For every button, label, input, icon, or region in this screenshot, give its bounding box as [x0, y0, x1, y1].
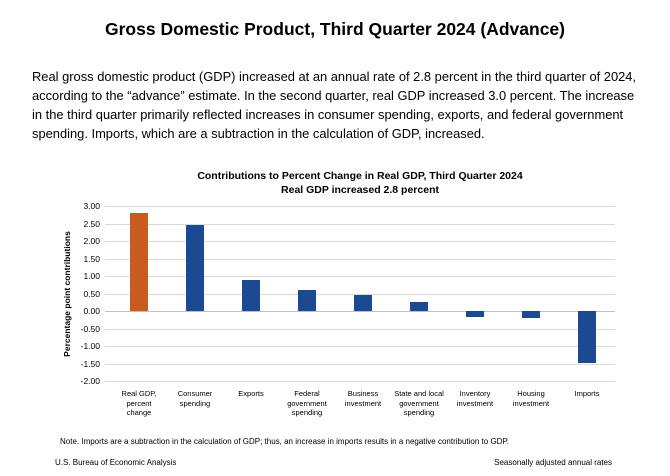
intro-paragraph: Real gross domestic product (GDP) increa…: [32, 69, 637, 141]
x-axis-labels: Real GDP, percent change Consumer spendin…: [105, 389, 615, 431]
x-axis-label: Exports: [238, 389, 264, 398]
x-axis-label: Imports: [574, 389, 600, 398]
x-axis-label: Housing investment: [512, 389, 550, 408]
gridline: [105, 223, 615, 225]
chart-note: Note. Imports are a subtraction in the c…: [60, 437, 509, 446]
gridline: [105, 328, 615, 330]
y-tick-label: 3.00: [83, 201, 100, 211]
y-tick-label: 0.50: [83, 288, 100, 299]
y-tick-label: -1.00: [80, 341, 100, 351]
x-axis-label: Federal government spending: [287, 389, 327, 417]
bar-2: [186, 224, 204, 311]
bar-8: [522, 311, 540, 319]
chart-title: Contributions to Percent Change in Real …: [197, 170, 523, 182]
y-tick-label: 1.00: [83, 271, 100, 281]
x-axis-label: Business investment: [344, 389, 382, 408]
y-tick-label: -0.50: [80, 323, 100, 334]
x-axis-label: Inventory investment: [456, 389, 494, 408]
chart-subtitle: Real GDP increased 2.8 percent: [281, 183, 439, 196]
gridline: [105, 363, 615, 365]
y-tick-labels: 3.00 2.50 2.00 1.50 1.00 0.50 0.00 -0.50 -1.00 -1…: [58, 201, 100, 386]
gridline: [105, 258, 615, 260]
bar-9: [578, 311, 596, 364]
source-label: U.S. Bureau of Economic Analysis: [55, 458, 177, 467]
y-tick-label: -1.50: [80, 358, 100, 369]
gridline: [105, 241, 615, 242]
bar-3: [242, 279, 260, 311]
y-tick-label: -2.00: [80, 376, 100, 386]
x-axis-label: Consumer spending: [177, 389, 213, 408]
y-tick-label: 0.00: [83, 306, 100, 316]
y-tick-label: 1.50: [83, 253, 100, 264]
page-title: Gross Domestic Product, Third Quarter 20…: [105, 19, 565, 39]
bar-4: [298, 290, 316, 311]
gridline: [105, 346, 615, 347]
bar-5: [354, 294, 372, 311]
x-axis-label: State and local government spending: [394, 389, 444, 417]
bar-1: [130, 213, 148, 311]
gridline: [105, 381, 615, 382]
y-tick-label: 2.50: [83, 218, 100, 229]
gridline: [105, 276, 615, 277]
chart-title-block: Contributions to Percent Change in Real …: [60, 170, 660, 197]
bar-7: [466, 311, 484, 317]
gridline: [105, 293, 615, 295]
gridline: [105, 206, 615, 207]
bar-6: [410, 302, 428, 311]
gridline: [105, 311, 615, 312]
y-tick-label: 2.00: [83, 236, 100, 246]
plot-area: [105, 206, 615, 382]
seasonal-adjustment-label: Seasonally adjusted annual rates: [494, 458, 612, 467]
x-axis-label: Real GDP, percent change: [121, 389, 157, 417]
